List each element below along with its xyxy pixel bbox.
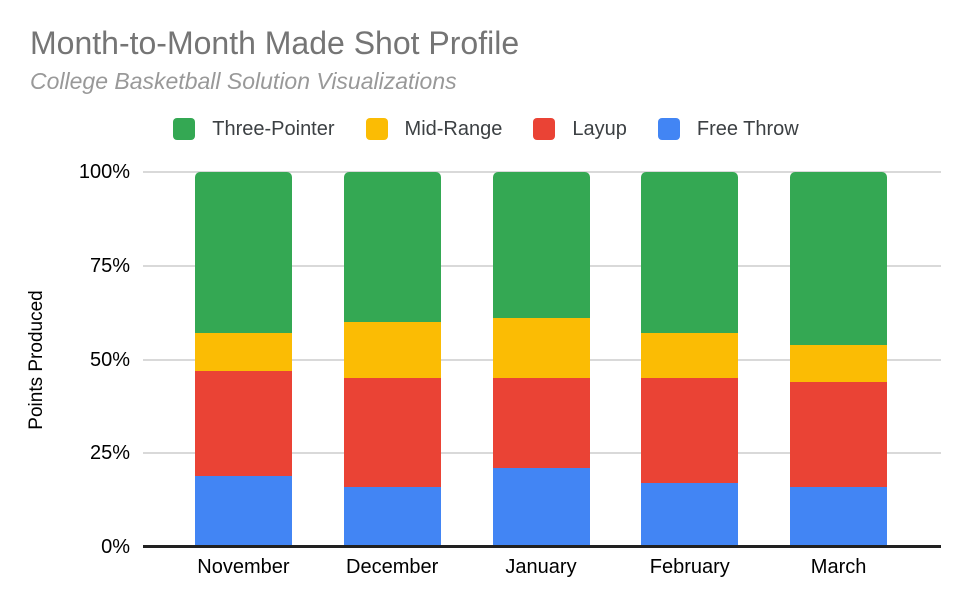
legend-item-three-pointer: Three-Pointer xyxy=(173,117,335,141)
segment-march-three-pointer xyxy=(790,172,888,345)
x-tick-label-january: January xyxy=(505,556,577,578)
legend-label-layup: Layup xyxy=(572,117,627,140)
y-tick-label-75: 75% xyxy=(89,254,130,277)
y-tick-label-25: 25% xyxy=(89,442,130,465)
segment-january-layup xyxy=(492,378,590,469)
segment-december-free-throw xyxy=(343,487,441,547)
y-axis-tick-labels: 0% 25% 50% 75% 100% xyxy=(0,161,130,558)
plot-area xyxy=(143,171,941,548)
segment-november-layup xyxy=(194,370,292,476)
x-axis-labels: November December January February March xyxy=(143,556,941,580)
segment-december-three-pointer xyxy=(343,172,441,322)
legend: Three-Pointer Mid-Range Layup Free Throw xyxy=(0,117,972,141)
segment-march-layup xyxy=(790,382,888,487)
segment-march-free-throw xyxy=(790,487,888,547)
legend-swatch-layup-icon xyxy=(533,118,556,140)
chart-title: Month-to-Month Made Shot Profile xyxy=(30,25,520,61)
legend-swatch-mid-range-icon xyxy=(365,118,388,140)
segment-november-three-pointer xyxy=(194,172,292,334)
y-tick-label-0: 0% xyxy=(101,536,130,558)
legend-label-three-pointer: Three-Pointer xyxy=(212,117,335,140)
bar-january xyxy=(492,172,590,547)
legend-item-free-throw: Free Throw xyxy=(657,117,799,141)
chart-subtitle: College Basketball Solution Visualizatio… xyxy=(30,68,457,94)
segment-february-free-throw xyxy=(641,483,739,547)
legend-label-mid-range: Mid-Range xyxy=(404,117,503,140)
bar-february xyxy=(641,172,739,547)
bar-november xyxy=(194,172,292,547)
y-tick-label-50: 50% xyxy=(89,348,130,371)
x-tick-label-march: March xyxy=(810,556,867,578)
x-axis-line xyxy=(143,545,941,548)
bar-december xyxy=(343,172,441,547)
segment-february-mid-range xyxy=(641,333,739,379)
segment-january-free-throw xyxy=(492,468,590,547)
x-tick-label-november: November xyxy=(197,556,290,578)
segment-december-layup xyxy=(343,378,441,487)
bar-march xyxy=(790,172,888,547)
segment-december-mid-range xyxy=(343,322,441,379)
y-tick-label-100: 100% xyxy=(78,161,130,183)
segment-november-mid-range xyxy=(194,333,292,371)
segment-february-three-pointer xyxy=(641,172,739,334)
x-tick-label-december: December xyxy=(346,556,439,578)
segment-february-layup xyxy=(641,378,739,484)
segment-march-mid-range xyxy=(790,344,888,382)
legend-swatch-free-throw-icon xyxy=(657,118,680,140)
x-tick-label-february: February xyxy=(649,556,730,578)
legend-label-free-throw: Free Throw xyxy=(696,117,799,140)
segment-january-three-pointer xyxy=(492,172,590,319)
segment-january-mid-range xyxy=(492,318,590,379)
legend-swatch-three-pointer-icon xyxy=(173,118,196,140)
legend-item-layup: Layup xyxy=(533,118,627,141)
segment-november-free-throw xyxy=(194,475,292,547)
legend-item-mid-range: Mid-Range xyxy=(365,117,503,141)
